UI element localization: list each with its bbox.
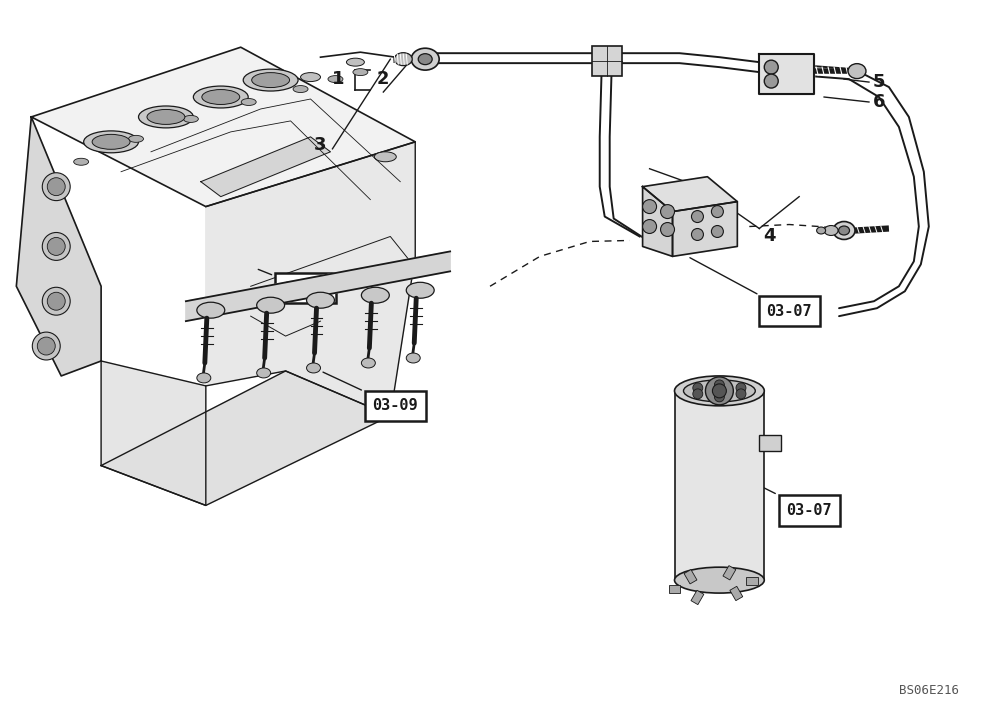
Bar [675, 391, 764, 580]
Ellipse shape [32, 332, 60, 360]
Text: BS06E216: BS06E216 [899, 684, 959, 697]
Circle shape [736, 383, 746, 393]
Polygon shape [31, 47, 415, 207]
Circle shape [661, 205, 675, 218]
Polygon shape [643, 177, 737, 211]
Circle shape [691, 211, 703, 223]
Circle shape [693, 389, 703, 399]
Circle shape [764, 74, 778, 88]
Ellipse shape [328, 76, 343, 82]
Ellipse shape [37, 337, 55, 355]
Ellipse shape [47, 178, 65, 195]
Ellipse shape [74, 158, 89, 165]
Ellipse shape [361, 358, 375, 368]
Text: 02-08: 02-08 [258, 269, 328, 296]
Ellipse shape [42, 173, 70, 200]
Ellipse shape [406, 353, 420, 363]
Ellipse shape [406, 282, 434, 299]
Polygon shape [101, 361, 206, 505]
Circle shape [736, 389, 746, 399]
Polygon shape [206, 142, 415, 416]
Circle shape [691, 228, 703, 241]
Circle shape [714, 380, 724, 390]
Ellipse shape [243, 69, 298, 91]
Ellipse shape [202, 90, 240, 105]
Polygon shape [673, 202, 737, 256]
Bar [746, 577, 758, 585]
Ellipse shape [824, 226, 838, 236]
Circle shape [712, 384, 726, 398]
Ellipse shape [293, 85, 308, 92]
Text: 5: 5 [873, 73, 885, 91]
Circle shape [764, 60, 778, 74]
Ellipse shape [183, 115, 198, 122]
Ellipse shape [346, 58, 364, 66]
Text: 1: 1 [332, 70, 345, 88]
Bar [730, 586, 743, 601]
Ellipse shape [418, 54, 432, 64]
Ellipse shape [147, 110, 185, 125]
Ellipse shape [683, 380, 755, 402]
Ellipse shape [353, 69, 368, 76]
Bar [723, 566, 736, 580]
Text: 03-09: 03-09 [323, 372, 418, 413]
Ellipse shape [374, 152, 396, 162]
Ellipse shape [252, 72, 290, 87]
Polygon shape [186, 251, 450, 321]
Polygon shape [101, 371, 390, 505]
Bar [759, 435, 781, 450]
Ellipse shape [307, 292, 334, 308]
Ellipse shape [817, 227, 826, 234]
Ellipse shape [139, 106, 193, 128]
Circle shape [643, 200, 657, 213]
Polygon shape [16, 117, 101, 376]
Bar [592, 47, 622, 76]
Polygon shape [643, 187, 673, 256]
Ellipse shape [193, 86, 248, 108]
Ellipse shape [84, 131, 139, 153]
Ellipse shape [675, 376, 764, 406]
Ellipse shape [197, 302, 225, 318]
Ellipse shape [848, 64, 866, 79]
Text: 4: 4 [763, 228, 776, 246]
Ellipse shape [301, 72, 321, 82]
Circle shape [711, 205, 723, 218]
Ellipse shape [47, 238, 65, 256]
Bar [691, 590, 704, 604]
Ellipse shape [47, 292, 65, 310]
Text: 6: 6 [873, 93, 885, 111]
Circle shape [714, 392, 724, 402]
Text: 03-07: 03-07 [742, 477, 832, 518]
Ellipse shape [307, 363, 320, 373]
Ellipse shape [675, 567, 764, 593]
Ellipse shape [257, 368, 271, 378]
Circle shape [705, 377, 733, 405]
Polygon shape [201, 137, 330, 197]
Bar [684, 570, 697, 584]
Ellipse shape [129, 135, 143, 142]
Ellipse shape [257, 297, 285, 313]
Ellipse shape [411, 48, 439, 70]
Ellipse shape [839, 226, 850, 235]
Bar [669, 585, 680, 593]
Circle shape [661, 223, 675, 236]
Text: 03-07: 03-07 [690, 258, 812, 319]
Circle shape [711, 226, 723, 238]
Polygon shape [759, 54, 814, 94]
Text: 4: 4 [841, 120, 853, 138]
Text: 2: 2 [377, 70, 390, 88]
Ellipse shape [42, 233, 70, 261]
Ellipse shape [833, 221, 855, 239]
Ellipse shape [92, 135, 130, 150]
Ellipse shape [394, 53, 412, 66]
Ellipse shape [361, 287, 389, 303]
Ellipse shape [197, 373, 211, 383]
Ellipse shape [42, 287, 70, 315]
Text: 3: 3 [314, 136, 327, 154]
Ellipse shape [241, 99, 256, 105]
Circle shape [693, 383, 703, 393]
Circle shape [643, 220, 657, 233]
